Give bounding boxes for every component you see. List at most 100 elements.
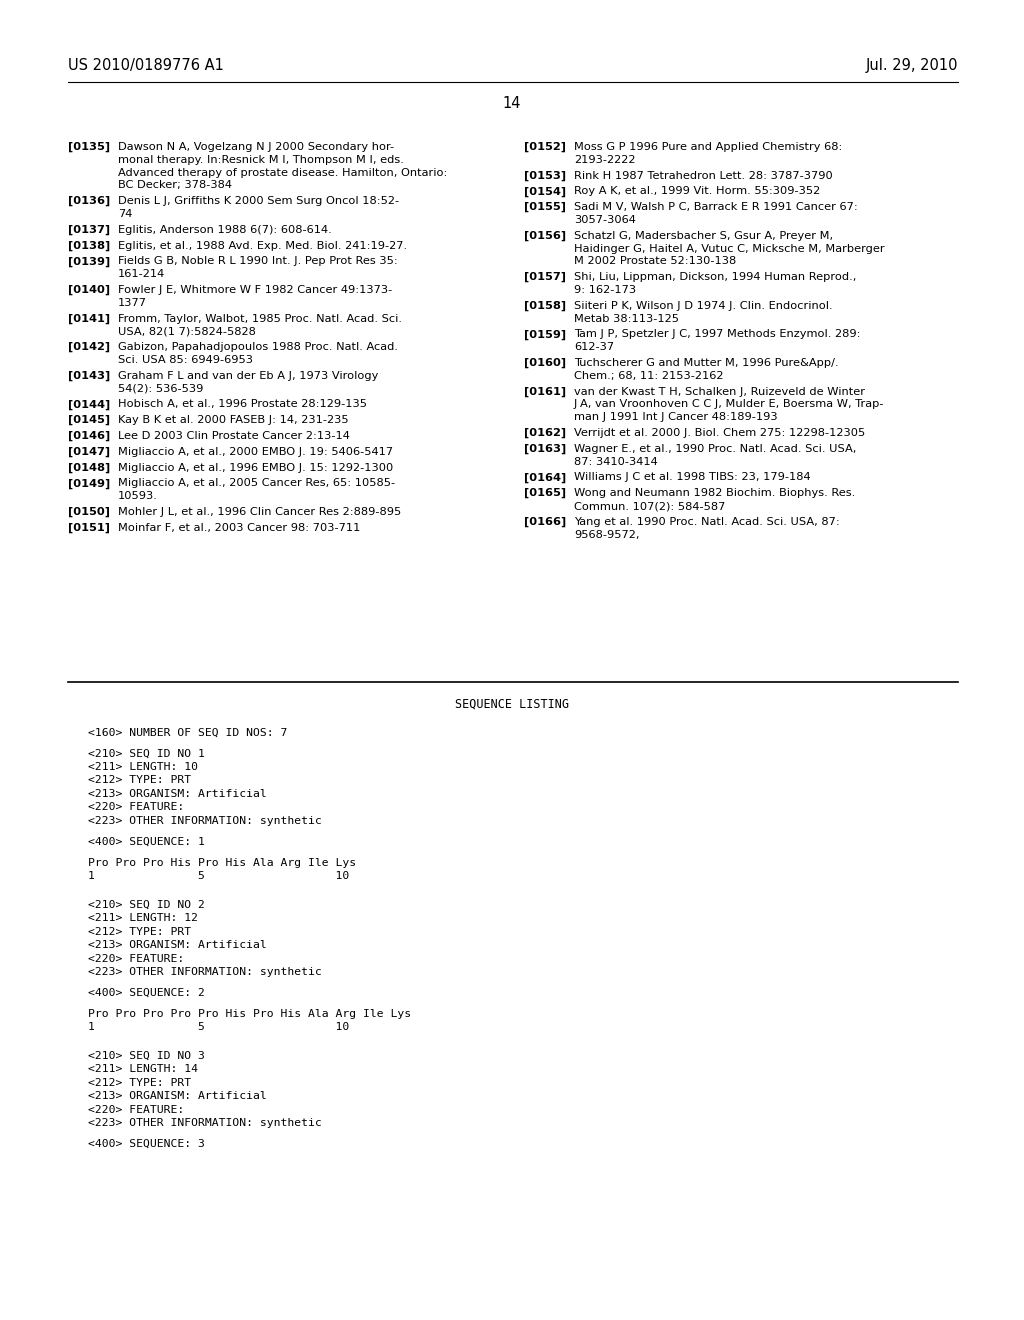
Text: 9: 162-173: 9: 162-173	[574, 285, 636, 294]
Text: <220> FEATURE:: <220> FEATURE:	[88, 803, 184, 812]
Text: [0147]: [0147]	[68, 446, 111, 457]
Text: Verrijdt et al. 2000 J. Biol. Chem 275: 12298-12305: Verrijdt et al. 2000 J. Biol. Chem 275: …	[574, 428, 865, 438]
Text: [0156]: [0156]	[524, 231, 566, 242]
Text: <211> LENGTH: 12: <211> LENGTH: 12	[88, 913, 198, 923]
Text: [0143]: [0143]	[68, 371, 111, 381]
Text: BC Decker; 378-384: BC Decker; 378-384	[118, 181, 232, 190]
Text: Chem.; 68, 11: 2153-2162: Chem.; 68, 11: 2153-2162	[574, 371, 724, 380]
Text: Hobisch A, et al., 1996 Prostate 28:129-135: Hobisch A, et al., 1996 Prostate 28:129-…	[118, 400, 367, 409]
Text: [0164]: [0164]	[524, 473, 566, 483]
Text: <211> LENGTH: 14: <211> LENGTH: 14	[88, 1064, 198, 1074]
Text: 612-37: 612-37	[574, 342, 614, 352]
Text: Tam J P, Spetzler J C, 1997 Methods Enzymol. 289:: Tam J P, Spetzler J C, 1997 Methods Enzy…	[574, 330, 860, 339]
Text: <213> ORGANISM: Artificial: <213> ORGANISM: Artificial	[88, 1092, 266, 1101]
Text: 14: 14	[503, 96, 521, 111]
Text: [0137]: [0137]	[68, 224, 111, 235]
Text: Pro Pro Pro His Pro His Ala Arg Ile Lys: Pro Pro Pro His Pro His Ala Arg Ile Lys	[88, 858, 356, 867]
Text: 1               5                   10: 1 5 10	[88, 871, 349, 882]
Text: 3057-3064: 3057-3064	[574, 215, 636, 224]
Text: Roy A K, et al., 1999 Vit. Horm. 55:309-352: Roy A K, et al., 1999 Vit. Horm. 55:309-…	[574, 186, 820, 197]
Text: 74: 74	[118, 209, 132, 219]
Text: Sci. USA 85: 6949-6953: Sci. USA 85: 6949-6953	[118, 355, 253, 366]
Text: [0152]: [0152]	[524, 143, 566, 152]
Text: Gabizon, Papahadjopoulos 1988 Proc. Natl. Acad.: Gabizon, Papahadjopoulos 1988 Proc. Natl…	[118, 342, 398, 352]
Text: [0161]: [0161]	[524, 387, 566, 397]
Text: 2193-2222: 2193-2222	[574, 154, 636, 165]
Text: Haidinger G, Haitel A, Vutuc C, Micksche M, Marberger: Haidinger G, Haitel A, Vutuc C, Micksche…	[574, 244, 885, 253]
Text: [0158]: [0158]	[524, 301, 566, 312]
Text: [0165]: [0165]	[524, 488, 566, 499]
Text: [0154]: [0154]	[524, 186, 566, 197]
Text: [0153]: [0153]	[524, 170, 566, 181]
Text: [0141]: [0141]	[68, 314, 111, 323]
Text: Tuchscherer G and Mutter M, 1996 Pure&App/.: Tuchscherer G and Mutter M, 1996 Pure&Ap…	[574, 358, 839, 368]
Text: <212> TYPE: PRT: <212> TYPE: PRT	[88, 1077, 191, 1088]
Text: <211> LENGTH: 10: <211> LENGTH: 10	[88, 762, 198, 772]
Text: <210> SEQ ID NO 1: <210> SEQ ID NO 1	[88, 748, 205, 759]
Text: <400> SEQUENCE: 3: <400> SEQUENCE: 3	[88, 1139, 205, 1150]
Text: Mohler J L, et al., 1996 Clin Cancer Res 2:889-895: Mohler J L, et al., 1996 Clin Cancer Res…	[118, 507, 401, 517]
Text: <160> NUMBER OF SEQ ID NOS: 7: <160> NUMBER OF SEQ ID NOS: 7	[88, 727, 288, 738]
Text: Migliaccio A, et al., 2005 Cancer Res, 65: 10585-: Migliaccio A, et al., 2005 Cancer Res, 6…	[118, 478, 395, 488]
Text: <223> OTHER INFORMATION: synthetic: <223> OTHER INFORMATION: synthetic	[88, 816, 322, 826]
Text: [0157]: [0157]	[524, 272, 566, 282]
Text: [0138]: [0138]	[68, 240, 111, 251]
Text: Lee D 2003 Clin Prostate Cancer 2:13-14: Lee D 2003 Clin Prostate Cancer 2:13-14	[118, 432, 350, 441]
Text: [0159]: [0159]	[524, 330, 566, 339]
Text: Migliaccio A, et al., 1996 EMBO J. 15: 1292-1300: Migliaccio A, et al., 1996 EMBO J. 15: 1…	[118, 462, 393, 473]
Text: Advanced therapy of prostate disease. Hamilton, Ontario:: Advanced therapy of prostate disease. Ha…	[118, 168, 447, 178]
Text: <212> TYPE: PRT: <212> TYPE: PRT	[88, 775, 191, 785]
Text: [0150]: [0150]	[68, 507, 110, 517]
Text: Pro Pro Pro Pro Pro His Pro His Ala Arg Ile Lys: Pro Pro Pro Pro Pro His Pro His Ala Arg …	[88, 1008, 411, 1019]
Text: Yang et al. 1990 Proc. Natl. Acad. Sci. USA, 87:: Yang et al. 1990 Proc. Natl. Acad. Sci. …	[574, 517, 840, 527]
Text: 87: 3410-3414: 87: 3410-3414	[574, 457, 657, 466]
Text: 10593.: 10593.	[118, 491, 158, 502]
Text: M 2002 Prostate 52:130-138: M 2002 Prostate 52:130-138	[574, 256, 736, 267]
Text: <220> FEATURE:: <220> FEATURE:	[88, 1105, 184, 1115]
Text: Rink H 1987 Tetrahedron Lett. 28: 3787-3790: Rink H 1987 Tetrahedron Lett. 28: 3787-3…	[574, 170, 833, 181]
Text: Schatzl G, Madersbacher S, Gsur A, Preyer M,: Schatzl G, Madersbacher S, Gsur A, Preye…	[574, 231, 834, 240]
Text: [0142]: [0142]	[68, 342, 111, 352]
Text: Denis L J, Griffiths K 2000 Sem Surg Oncol 18:52-: Denis L J, Griffiths K 2000 Sem Surg Onc…	[118, 197, 399, 206]
Text: <212> TYPE: PRT: <212> TYPE: PRT	[88, 927, 191, 937]
Text: [0148]: [0148]	[68, 462, 111, 473]
Text: van der Kwast T H, Schalken J, Ruizeveld de Winter: van der Kwast T H, Schalken J, Ruizeveld…	[574, 387, 865, 396]
Text: Eglitis, et al., 1988 Avd. Exp. Med. Biol. 241:19-27.: Eglitis, et al., 1988 Avd. Exp. Med. Bio…	[118, 240, 408, 251]
Text: Williams J C et al. 1998 TIBS: 23, 179-184: Williams J C et al. 1998 TIBS: 23, 179-1…	[574, 473, 811, 482]
Text: monal therapy. In:Resnick M I, Thompson M I, eds.: monal therapy. In:Resnick M I, Thompson …	[118, 154, 403, 165]
Text: [0144]: [0144]	[68, 400, 111, 409]
Text: [0135]: [0135]	[68, 143, 111, 152]
Text: [0155]: [0155]	[524, 202, 566, 213]
Text: Fromm, Taylor, Walbot, 1985 Proc. Natl. Acad. Sci.: Fromm, Taylor, Walbot, 1985 Proc. Natl. …	[118, 314, 402, 323]
Text: [0140]: [0140]	[68, 285, 111, 296]
Text: [0160]: [0160]	[524, 358, 566, 368]
Text: USA, 82(1 7):5824-5828: USA, 82(1 7):5824-5828	[118, 326, 256, 337]
Text: [0166]: [0166]	[524, 517, 566, 527]
Text: Wong and Neumann 1982 Biochim. Biophys. Res.: Wong and Neumann 1982 Biochim. Biophys. …	[574, 488, 855, 498]
Text: [0162]: [0162]	[524, 428, 566, 438]
Text: Dawson N A, Vogelzang N J 2000 Secondary hor-: Dawson N A, Vogelzang N J 2000 Secondary…	[118, 143, 394, 152]
Text: [0146]: [0146]	[68, 432, 111, 441]
Text: <213> ORGANISM: Artificial: <213> ORGANISM: Artificial	[88, 789, 266, 799]
Text: US 2010/0189776 A1: US 2010/0189776 A1	[68, 58, 224, 73]
Text: Fields G B, Noble R L 1990 Int. J. Pep Prot Res 35:: Fields G B, Noble R L 1990 Int. J. Pep P…	[118, 256, 397, 267]
Text: Shi, Liu, Lippman, Dickson, 1994 Human Reprod.,: Shi, Liu, Lippman, Dickson, 1994 Human R…	[574, 272, 856, 282]
Text: <223> OTHER INFORMATION: synthetic: <223> OTHER INFORMATION: synthetic	[88, 1118, 322, 1129]
Text: Fowler J E, Whitmore W F 1982 Cancer 49:1373-: Fowler J E, Whitmore W F 1982 Cancer 49:…	[118, 285, 392, 294]
Text: 1               5                   10: 1 5 10	[88, 1023, 349, 1032]
Text: 1377: 1377	[118, 298, 147, 308]
Text: 161-214: 161-214	[118, 269, 165, 280]
Text: Kay B K et al. 2000 FASEB J: 14, 231-235: Kay B K et al. 2000 FASEB J: 14, 231-235	[118, 416, 348, 425]
Text: [0145]: [0145]	[68, 416, 111, 425]
Text: SEQUENCE LISTING: SEQUENCE LISTING	[455, 698, 569, 711]
Text: Moinfar F, et al., 2003 Cancer 98: 703-711: Moinfar F, et al., 2003 Cancer 98: 703-7…	[118, 523, 360, 533]
Text: Sadi M V, Walsh P C, Barrack E R 1991 Cancer 67:: Sadi M V, Walsh P C, Barrack E R 1991 Ca…	[574, 202, 858, 213]
Text: <400> SEQUENCE: 1: <400> SEQUENCE: 1	[88, 837, 205, 846]
Text: <220> FEATURE:: <220> FEATURE:	[88, 953, 184, 964]
Text: Migliaccio A, et al., 2000 EMBO J. 19: 5406-5417: Migliaccio A, et al., 2000 EMBO J. 19: 5…	[118, 446, 393, 457]
Text: <400> SEQUENCE: 2: <400> SEQUENCE: 2	[88, 987, 205, 998]
Text: <223> OTHER INFORMATION: synthetic: <223> OTHER INFORMATION: synthetic	[88, 968, 322, 977]
Text: <213> ORGANISM: Artificial: <213> ORGANISM: Artificial	[88, 940, 266, 950]
Text: Graham F L and van der Eb A J, 1973 Virology: Graham F L and van der Eb A J, 1973 Viro…	[118, 371, 379, 380]
Text: [0163]: [0163]	[524, 444, 566, 454]
